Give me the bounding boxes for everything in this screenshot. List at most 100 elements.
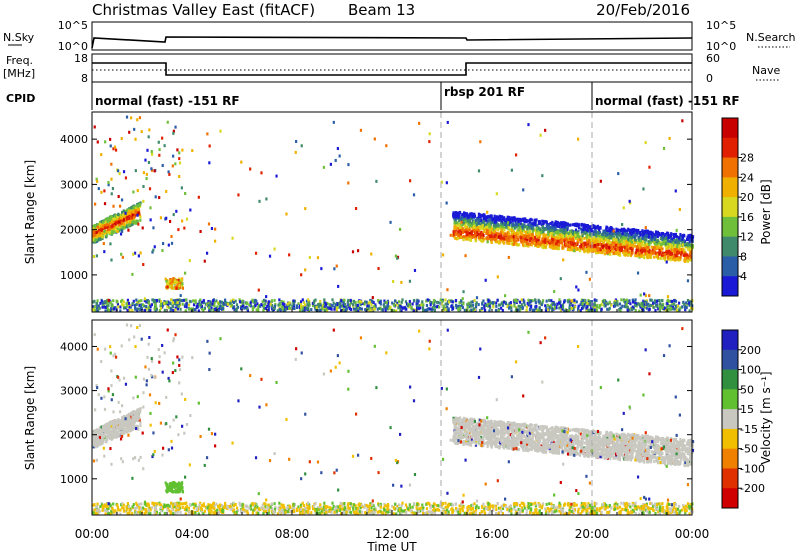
echo-cell bbox=[468, 218, 471, 222]
echo-cell bbox=[641, 248, 644, 252]
echo-cell bbox=[547, 234, 550, 238]
echo-cell bbox=[669, 237, 673, 241]
echo-cell bbox=[577, 238, 580, 242]
echo-cell bbox=[401, 306, 405, 310]
echo-cell bbox=[128, 223, 131, 227]
echo-cell bbox=[620, 237, 623, 241]
freq-tick-top: 18 bbox=[74, 52, 88, 65]
echo-cell bbox=[453, 214, 456, 218]
echo-cell bbox=[666, 251, 670, 255]
echo-cell bbox=[339, 304, 342, 308]
echo-cell bbox=[526, 227, 529, 231]
echo-cell bbox=[447, 307, 450, 311]
echo-cell bbox=[320, 267, 323, 271]
echo-cell bbox=[632, 235, 635, 239]
echo-cell bbox=[198, 300, 201, 304]
echo-cell bbox=[330, 307, 333, 311]
echo-cell bbox=[371, 296, 374, 300]
echo-cell bbox=[691, 244, 695, 248]
echo-cell bbox=[548, 226, 551, 230]
echo-cell bbox=[93, 225, 97, 229]
echo-cell bbox=[570, 299, 573, 303]
echo-cell bbox=[509, 301, 512, 305]
echo-cell bbox=[469, 303, 472, 307]
echo-cell bbox=[600, 303, 603, 307]
echo-cell bbox=[684, 308, 687, 312]
echo-cell bbox=[644, 252, 648, 256]
echo-cell bbox=[647, 235, 650, 239]
echo-cell bbox=[664, 258, 667, 262]
echo-cell bbox=[521, 229, 524, 233]
echo-cell bbox=[676, 250, 679, 254]
echo-cell bbox=[474, 238, 478, 242]
echo-cell bbox=[119, 305, 122, 309]
echo-cell bbox=[456, 236, 460, 240]
echo-cell bbox=[171, 164, 174, 168]
echo-cell bbox=[172, 154, 175, 158]
echo-cell bbox=[573, 300, 576, 304]
echo-cell bbox=[602, 233, 605, 237]
echo-cell bbox=[469, 222, 472, 226]
echo-cell bbox=[257, 288, 260, 292]
echo-cell bbox=[559, 308, 563, 312]
echo-cell bbox=[121, 225, 124, 229]
echo-cell bbox=[475, 231, 479, 235]
echo-cell bbox=[120, 229, 124, 233]
echo-cell bbox=[561, 229, 564, 233]
echo-cell bbox=[666, 255, 669, 259]
echo-cell bbox=[474, 229, 477, 233]
echo-cell bbox=[681, 247, 684, 251]
echo-cell bbox=[508, 221, 512, 225]
echo-cell bbox=[618, 228, 621, 232]
echo-cell bbox=[615, 252, 618, 256]
echo-cell bbox=[225, 303, 228, 307]
echo-cell bbox=[141, 303, 145, 307]
echo-cell bbox=[345, 307, 348, 311]
echo-cell bbox=[615, 227, 618, 231]
echo-cell bbox=[488, 309, 491, 313]
echo-cell bbox=[556, 246, 559, 250]
echo-cell bbox=[94, 227, 98, 231]
echo-cell bbox=[552, 235, 555, 239]
echo-cell bbox=[180, 278, 183, 282]
echo-cell bbox=[641, 308, 644, 312]
echo-cell bbox=[666, 302, 669, 306]
echo-cell bbox=[96, 309, 99, 313]
echo-cell bbox=[650, 250, 653, 254]
echo-cell bbox=[613, 232, 616, 236]
echo-cell bbox=[514, 223, 517, 227]
ytick-label: 4000 bbox=[60, 133, 88, 146]
echo-cell bbox=[513, 231, 517, 235]
echo-cell bbox=[499, 215, 502, 219]
echo-cell bbox=[534, 243, 538, 247]
echo-cell bbox=[572, 243, 575, 247]
echo-cell bbox=[168, 172, 171, 176]
echo-cell bbox=[163, 144, 166, 148]
echo-cell bbox=[531, 222, 534, 226]
echo-cell bbox=[150, 303, 153, 307]
echo-cell bbox=[611, 249, 614, 253]
echo-cell bbox=[358, 299, 362, 303]
echo-cell bbox=[273, 306, 276, 310]
echo-cell bbox=[178, 303, 182, 307]
echo-cell bbox=[293, 303, 296, 307]
echo-cell bbox=[650, 238, 653, 242]
echo-cell bbox=[454, 217, 458, 221]
echo-cell bbox=[120, 218, 123, 222]
echo-cell bbox=[581, 234, 584, 238]
echo-cell bbox=[264, 306, 267, 310]
echo-cell bbox=[655, 242, 658, 246]
echo-cell bbox=[452, 215, 455, 219]
echo-cell bbox=[586, 228, 589, 232]
echo-cell bbox=[455, 232, 459, 236]
echo-cell bbox=[548, 306, 551, 310]
echo-cell bbox=[616, 303, 619, 307]
echo-cell bbox=[280, 306, 284, 310]
echo-cell bbox=[170, 283, 173, 287]
echo-cell bbox=[483, 237, 486, 241]
echo-cell bbox=[550, 244, 553, 248]
echo-cell bbox=[513, 216, 516, 220]
echo-cell bbox=[206, 132, 209, 136]
echo-cell bbox=[471, 300, 474, 304]
echo-cell bbox=[109, 242, 112, 246]
